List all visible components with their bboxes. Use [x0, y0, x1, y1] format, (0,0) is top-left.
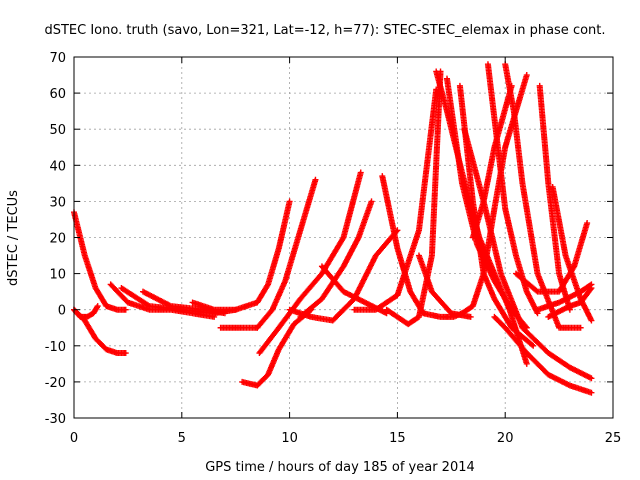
data-point	[584, 220, 591, 227]
y-tick-label: 20	[49, 232, 66, 247]
x-tick-label: 0	[70, 431, 78, 446]
series-arc	[545, 285, 595, 320]
series-arc	[383, 68, 444, 328]
y-tick-label: 70	[49, 51, 66, 66]
data-point	[368, 198, 375, 205]
data-point	[533, 287, 540, 294]
series-arc	[217, 324, 261, 331]
data-point	[588, 375, 595, 382]
y-axis-label: dSTEC / TECUs	[6, 190, 21, 286]
data-point	[523, 360, 530, 367]
data-point	[357, 169, 364, 176]
axis-ticks: 0 5 10 15 20 25 -30 -20 -10 0 10 20 30 40 50 60 70	[45, 51, 622, 446]
series-arc	[484, 61, 541, 317]
data-point	[122, 306, 129, 313]
series-arc	[469, 82, 515, 241]
data-point	[588, 389, 595, 396]
series-arc	[351, 86, 440, 313]
data-point	[587, 286, 594, 293]
data-point	[508, 82, 515, 89]
y-tick-label: 10	[49, 268, 66, 283]
series-arc	[491, 313, 595, 396]
y-tick-label: -20	[45, 376, 66, 391]
data-point	[588, 285, 595, 292]
data-point	[523, 72, 530, 79]
y-tick-label: -10	[45, 340, 66, 355]
data-point	[122, 350, 129, 357]
x-tick-label: 5	[178, 431, 186, 446]
data-point	[264, 282, 271, 289]
series-arc	[297, 198, 375, 320]
data-point	[467, 313, 474, 320]
data-point	[577, 324, 584, 331]
x-tick-label: 20	[497, 431, 514, 446]
series-arc	[71, 303, 101, 320]
x-tick-label: 15	[389, 431, 406, 446]
y-tick-label: -30	[45, 412, 66, 427]
x-axis-label: GPS time / hours of day 185 of year 2014	[205, 460, 475, 475]
y-tick-label: 40	[49, 159, 66, 174]
x-tick-label: 25	[605, 431, 622, 446]
data-series	[71, 61, 595, 396]
chart-title: dSTEC Iono. truth (savo, Lon=321, Lat=-1…	[44, 23, 605, 38]
series-arc	[254, 176, 319, 331]
y-tick-label: 60	[49, 87, 66, 102]
x-tick-label: 10	[281, 431, 298, 446]
y-tick-label: 0	[58, 304, 66, 319]
data-point	[529, 341, 536, 348]
series-arc	[512, 220, 591, 295]
data-point	[93, 304, 100, 311]
y-tick-label: 50	[49, 123, 66, 138]
data-point	[312, 176, 319, 183]
y-tick-label: 30	[49, 195, 66, 210]
series-arc	[534, 281, 595, 313]
data-point	[286, 198, 293, 205]
series-arc	[189, 198, 293, 313]
series-arc	[71, 209, 129, 313]
data-point	[94, 303, 101, 310]
data-point	[588, 317, 595, 324]
data-point	[530, 342, 537, 349]
